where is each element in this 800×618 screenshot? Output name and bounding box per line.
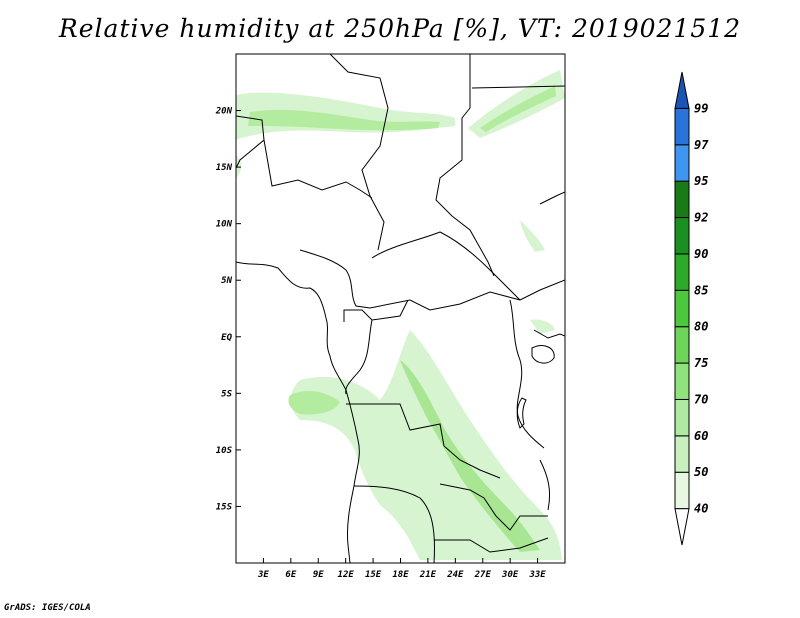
border-east-3 [533, 329, 565, 339]
colorbar-label: 90 [694, 247, 708, 261]
colorbar-label: 95 [694, 174, 708, 188]
colorbar-segment [674, 398, 690, 437]
colorbar-segment [674, 362, 690, 400]
grads-credit: GrADS: IGES/COLA [4, 603, 91, 613]
border-zambia [434, 537, 549, 553]
colorbar-label: 60 [694, 429, 708, 443]
border-cameroon [299, 249, 371, 309]
colorbar-label: 40 [694, 502, 708, 516]
border-north-4 [471, 85, 565, 89]
lon-tick-label: 15E [365, 570, 382, 580]
lon-tick-label: 21E [419, 570, 437, 580]
border-congo-inner [345, 319, 373, 395]
lat-tick-label: EQ [221, 333, 232, 343]
border-north-2 [329, 54, 389, 251]
colorbar-label: 99 [694, 101, 708, 115]
lon-tick-label: 6E [285, 570, 296, 580]
colorbar-label: 92 [694, 211, 708, 225]
lat-tick-label: 10N [216, 220, 233, 230]
colorbar-label: 50 [694, 465, 708, 479]
latitude-axis: 20N 15N 10N 5N EQ 5S 10S 15S [215, 107, 241, 512]
lon-tick-label: 24E [446, 570, 464, 580]
colorbar-segment [674, 217, 690, 255]
lake-victoria [531, 345, 555, 364]
colorbar-label: 75 [694, 356, 708, 370]
lat-tick-label: 5N [221, 276, 232, 286]
border-drc-west [346, 403, 501, 479]
border-drc-south [439, 483, 548, 531]
coastline-west [236, 261, 360, 563]
colorbar-segment [674, 107, 690, 146]
colorbar-segment [674, 326, 690, 364]
border-angola [353, 485, 435, 563]
border-congo-north [369, 291, 521, 311]
humidity-patch-east [520, 220, 545, 252]
colorbar-segment [674, 435, 690, 473]
lon-tick-label: 18E [392, 570, 409, 580]
lon-tick-label: 3E [257, 570, 269, 580]
longitude-axis: 3E 6E 9E 12E 15E 18E 21E 24E 27E 30E 33E [257, 558, 546, 580]
border-east-2 [509, 299, 545, 449]
humidity-band-north-core [248, 109, 440, 131]
border-east-1 [539, 191, 565, 205]
colorbar-label: 85 [694, 283, 708, 297]
lon-tick-label: 12E [338, 570, 355, 580]
colorbar-segment [674, 180, 690, 219]
lake-shore [516, 397, 527, 429]
colorbar-segment [674, 508, 690, 546]
lat-tick-label: 15N [216, 163, 233, 173]
humidity-patch-sw [288, 390, 340, 415]
humidity-patch-central-east [530, 319, 555, 334]
chart-title: Relative humidity at 250hPa [%], VT: 201… [58, 14, 742, 43]
lon-tick-label: 33E [528, 570, 546, 580]
colorbar-label: 70 [694, 392, 708, 406]
border-car [371, 231, 565, 301]
humidity-band-south-core [400, 360, 540, 552]
colorbar: 40 50 60 70 75 80 85 90 92 95 97 99 [674, 71, 709, 546]
colorbar-segment [674, 289, 690, 328]
lat-tick-label: 10S [216, 446, 233, 456]
border-congo-west [343, 299, 409, 322]
colorbar-label: 80 [694, 320, 708, 334]
lon-tick-label: 9E [313, 570, 324, 580]
lat-tick-label: 5S [221, 389, 232, 399]
lat-tick-label: 20N [215, 107, 233, 117]
lon-tick-label: 30E [501, 570, 519, 580]
boundaries [236, 54, 565, 563]
colorbar-label: 97 [694, 138, 709, 152]
colorbar-segment [674, 471, 690, 510]
colorbar-segment [674, 253, 690, 291]
border-nigeria [263, 139, 373, 199]
colorbar-segment [674, 144, 690, 182]
humidity-field [236, 70, 565, 560]
border-east-4 [539, 459, 551, 511]
border-north-3 [435, 54, 495, 277]
lat-tick-label: 15S [216, 502, 233, 512]
humidity-patch-ne-core [480, 86, 556, 132]
colorbar-segment [674, 71, 690, 109]
lon-tick-label: 27E [474, 570, 492, 580]
